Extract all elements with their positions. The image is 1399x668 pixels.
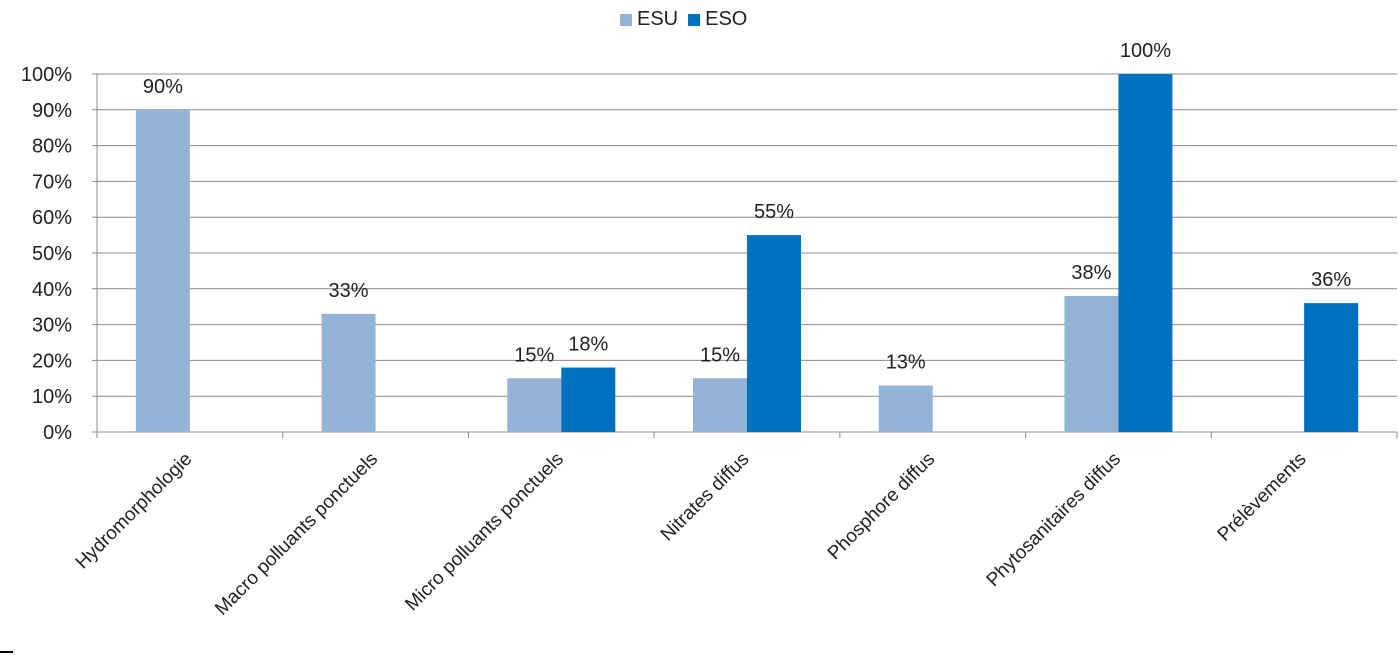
y-tick-label: 70% — [32, 171, 72, 193]
y-tick-label: 100% — [21, 64, 72, 86]
x-category-label: Nitrates diffus — [657, 449, 754, 546]
bar-eso — [747, 235, 801, 432]
data-label: 38% — [1071, 262, 1111, 284]
legend-item-esu: ESU — [620, 8, 678, 31]
data-label: 55% — [754, 201, 794, 223]
edge-mark — [0, 651, 13, 653]
data-label: 90% — [143, 76, 183, 98]
legend-label-esu: ESU — [637, 8, 679, 30]
data-label: 36% — [1311, 269, 1351, 291]
legend-swatch-eso — [688, 13, 701, 26]
x-category-label: Prélèvements — [1214, 449, 1311, 546]
x-category-label: Phytosanitaires diffus — [983, 449, 1125, 591]
y-tick-label: 10% — [32, 386, 72, 408]
legend-item-eso: ESO — [688, 8, 747, 31]
legend-swatch-esu — [620, 13, 632, 26]
bar-eso — [1118, 74, 1173, 432]
legend: ESU ESO — [620, 8, 747, 31]
bar-esu — [1064, 295, 1119, 432]
data-label: 18% — [568, 334, 608, 356]
data-label: 33% — [329, 280, 369, 302]
x-category-label: Phosphore diffus — [824, 449, 939, 564]
x-category-label: Hydromorphologie — [72, 449, 197, 574]
y-tick-label: 60% — [32, 207, 72, 229]
bar-esu — [507, 378, 562, 432]
bar-esu — [693, 378, 747, 432]
bar-esu — [135, 109, 190, 433]
legend-label-eso: ESO — [705, 8, 748, 30]
bar-esu — [878, 385, 933, 432]
y-tick-label: 80% — [32, 136, 72, 158]
bar-eso — [1304, 303, 1359, 432]
y-tick-label: 20% — [32, 350, 72, 372]
data-label: 100% — [1120, 40, 1171, 62]
x-category-label: Micro polluants ponctuels — [401, 449, 567, 615]
x-category-label: Macro polluants ponctuels — [211, 449, 382, 620]
data-label: 15% — [700, 344, 740, 366]
y-tick-label: 0% — [43, 422, 72, 444]
y-tick-label: 30% — [32, 315, 72, 337]
y-tick-label: 90% — [32, 100, 72, 122]
bar-esu — [321, 313, 376, 432]
data-label: 15% — [514, 344, 554, 366]
bar-eso — [561, 367, 616, 432]
data-label: 13% — [886, 351, 926, 373]
y-tick-label: 40% — [32, 279, 72, 301]
y-tick-label: 50% — [32, 243, 72, 265]
